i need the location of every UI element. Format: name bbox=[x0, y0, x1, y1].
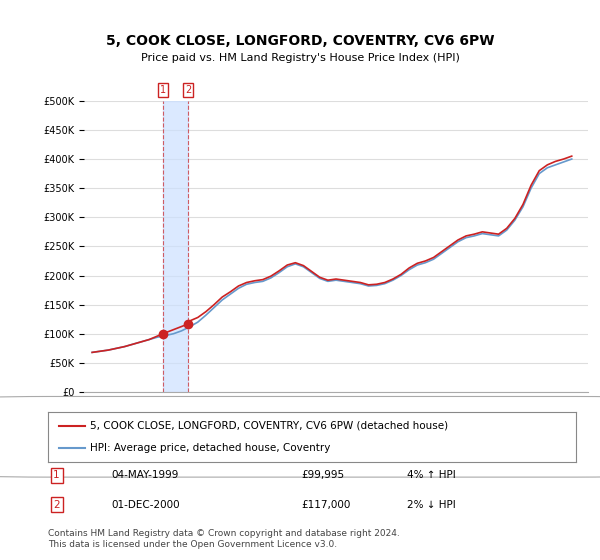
FancyBboxPatch shape bbox=[0, 396, 600, 477]
Text: 1: 1 bbox=[160, 85, 166, 95]
Text: 2: 2 bbox=[185, 85, 191, 95]
Text: 2% ↓ HPI: 2% ↓ HPI bbox=[407, 500, 456, 510]
Bar bbox=[163, 101, 188, 392]
Text: HPI: Average price, detached house, Coventry: HPI: Average price, detached house, Cove… bbox=[90, 443, 331, 453]
Text: 5, COOK CLOSE, LONGFORD, COVENTRY, CV6 6PW: 5, COOK CLOSE, LONGFORD, COVENTRY, CV6 6… bbox=[106, 34, 494, 48]
Text: Price paid vs. HM Land Registry's House Price Index (HPI): Price paid vs. HM Land Registry's House … bbox=[140, 53, 460, 63]
Text: 04-MAY-1999: 04-MAY-1999 bbox=[112, 470, 179, 480]
Text: £117,000: £117,000 bbox=[301, 500, 351, 510]
Text: Contains HM Land Registry data © Crown copyright and database right 2024.
This d: Contains HM Land Registry data © Crown c… bbox=[48, 529, 400, 549]
Text: 01-DEC-2000: 01-DEC-2000 bbox=[112, 500, 180, 510]
Text: £99,995: £99,995 bbox=[301, 470, 344, 480]
Text: 4% ↑ HPI: 4% ↑ HPI bbox=[407, 470, 456, 480]
Text: 1: 1 bbox=[53, 470, 60, 480]
Text: 2: 2 bbox=[53, 500, 60, 510]
Text: 5, COOK CLOSE, LONGFORD, COVENTRY, CV6 6PW (detached house): 5, COOK CLOSE, LONGFORD, COVENTRY, CV6 6… bbox=[90, 421, 448, 431]
